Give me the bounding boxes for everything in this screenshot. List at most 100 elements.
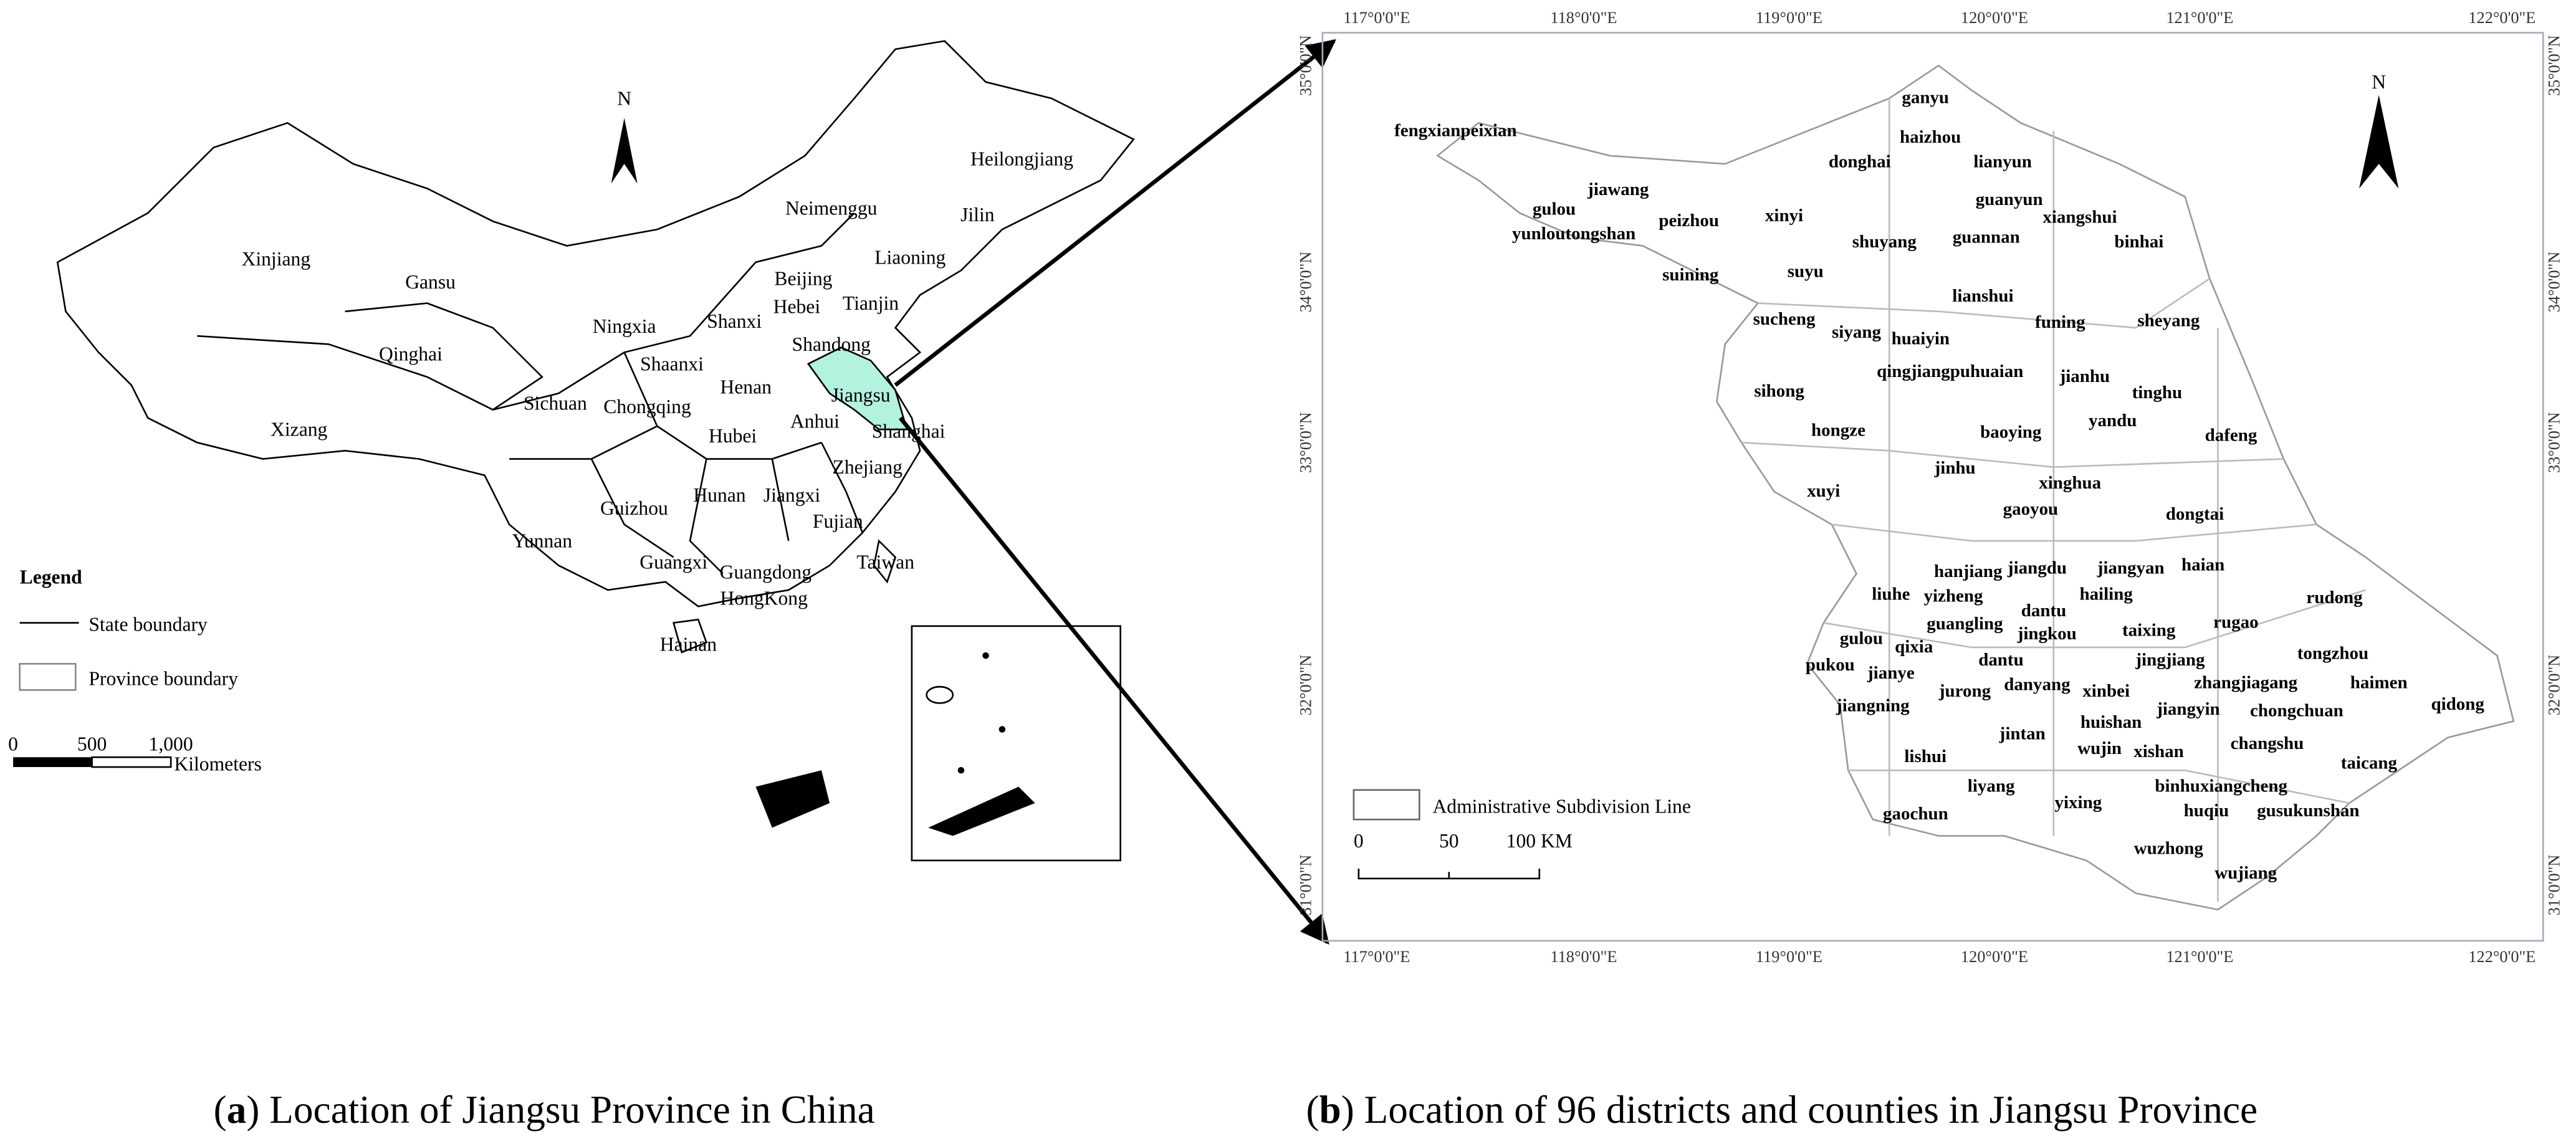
scale-bar-white [91, 756, 172, 768]
province-label: Beijing [774, 268, 832, 290]
district-label: wujin [2077, 738, 2122, 758]
district-label: hailing [2079, 584, 2133, 604]
province-label: Anhui [790, 411, 840, 432]
latitude-label: 35°0'0"N [2545, 35, 2564, 96]
district-label: dongtai [2166, 504, 2224, 524]
district-label: jintan [1999, 723, 2046, 743]
district-label: ganyu [1902, 88, 1949, 108]
arrow-top [894, 39, 1336, 387]
district-label: sucheng [1753, 309, 1816, 329]
province-label: Shanxi [707, 310, 762, 332]
district-label: lianshui [1952, 286, 2013, 306]
longitude-label: 120°0'0"E [1961, 9, 2028, 27]
caption-text: ) Location of Jiangsu Province in China [246, 1088, 874, 1132]
district-label: yunloutongshan [1512, 224, 1635, 244]
north-label: N [2372, 71, 2386, 93]
district-label: dantu [2021, 601, 2067, 621]
district-label: suyu [1788, 262, 1824, 282]
district-label: changshu [2231, 733, 2304, 753]
province-label: Guangxi [639, 551, 707, 573]
latitude-label: 31°0'0"N [2545, 855, 2564, 916]
province-label: Chongqing [603, 396, 691, 417]
district-label: yizheng [1924, 586, 1984, 606]
province-label: Taiwan [856, 551, 914, 573]
district-label: baoying [1980, 422, 2042, 442]
district-label: wuzhong [2134, 838, 2204, 858]
scale-tick: 500 [77, 733, 107, 755]
district-label: jiangyin [2156, 699, 2219, 719]
district-label: guanyun [1976, 189, 2043, 209]
scale-tick: 50 [1439, 830, 1459, 852]
legend-label: Administrative Subdivision Line [1432, 796, 1690, 817]
district-label: taixing [2122, 621, 2176, 641]
district-label: qidong [2431, 694, 2485, 714]
district-label: hongze [1811, 421, 1865, 441]
longitude-label: 119°0'0"E [1756, 9, 1822, 27]
district-label: yixing [2054, 793, 2102, 813]
district-label: jingkou [2017, 624, 2077, 644]
district-label: jianhu [2059, 366, 2110, 386]
district-label: jianye [1867, 663, 1915, 683]
province-label: Shanghai [872, 420, 946, 442]
district-label: yandu [2089, 411, 2137, 431]
district-label: peizhou [1659, 211, 1719, 231]
province-label: Fujian [813, 510, 863, 532]
arrow-bottom [898, 416, 1329, 945]
district-label: sihong [1754, 381, 1804, 401]
district-label: donghai [1829, 151, 1891, 171]
caption-text: ) Location of 96 districts and counties … [1341, 1088, 2258, 1132]
district-label: rugao [2213, 612, 2258, 632]
longitude-label: 117°0'0"E [1343, 9, 1410, 27]
district-label: binhai [2114, 232, 2163, 252]
province-label: Qinghai [379, 343, 443, 365]
scale-tick: 100 KM [1506, 830, 1573, 852]
scale-bar-black [13, 757, 92, 768]
district-label: xishan [2133, 741, 2184, 761]
district-label: tinghu [2132, 383, 2183, 403]
scale-tick: 0 [1354, 830, 1364, 852]
latitude-label: 33°0'0"N [2545, 412, 2564, 473]
province-label: Hebei [773, 295, 821, 317]
district-label: qixia [1895, 637, 1933, 657]
district-label: jingjiang [2135, 650, 2205, 670]
district-label: lianyun [1973, 151, 2031, 171]
province-label: Xizang [271, 419, 327, 441]
north-arrow-b [2359, 95, 2399, 189]
district-label: jiangning [1836, 696, 1910, 716]
latitude-label: 32°0'0"N [2545, 655, 2564, 716]
district-label: sheyang [2137, 310, 2200, 330]
district-label: zhangjiagang [2194, 673, 2297, 693]
province-label: Hainan [660, 633, 717, 655]
longitude-label: 121°0'0"E [2166, 9, 2233, 27]
district-label: dantu [1978, 650, 2024, 670]
district-label: xinbei [2082, 681, 2130, 701]
district-label: siyang [1832, 322, 1881, 342]
district-label: xinghua [2039, 473, 2101, 493]
province-label: Guizhou [600, 497, 668, 519]
district-label: huaiyin [1892, 328, 1950, 348]
district-label: tongzhou [2297, 643, 2368, 663]
district-lines [1741, 98, 2367, 902]
province-label: Sichuan [524, 393, 587, 414]
province-label: Xinjiang [242, 248, 311, 270]
province-label: Gansu [405, 271, 456, 293]
district-label: haizhou [1900, 127, 1961, 147]
jiangsu-highlight [807, 346, 908, 431]
north-label: N [617, 87, 631, 109]
province-label: Heilongjiang [970, 148, 1073, 170]
district-label: pukou [1806, 655, 1855, 675]
district-label: haian [2181, 555, 2224, 574]
district-label: qingjiangpuhuaian [1877, 361, 2023, 381]
legend-title: Legend [20, 566, 83, 588]
legend-item: State boundary [89, 614, 208, 636]
district-label: haimen [2350, 673, 2408, 693]
province-label: Neimenggu [785, 198, 878, 219]
caption-letter: a [227, 1088, 247, 1132]
map-b-frame [1321, 32, 2544, 942]
district-label: jiawang [1587, 179, 1649, 199]
longitude-label: 117°0'0"E [1343, 948, 1410, 966]
district-label: guannan [1953, 227, 2020, 247]
district-label: jinhu [1934, 458, 1976, 478]
